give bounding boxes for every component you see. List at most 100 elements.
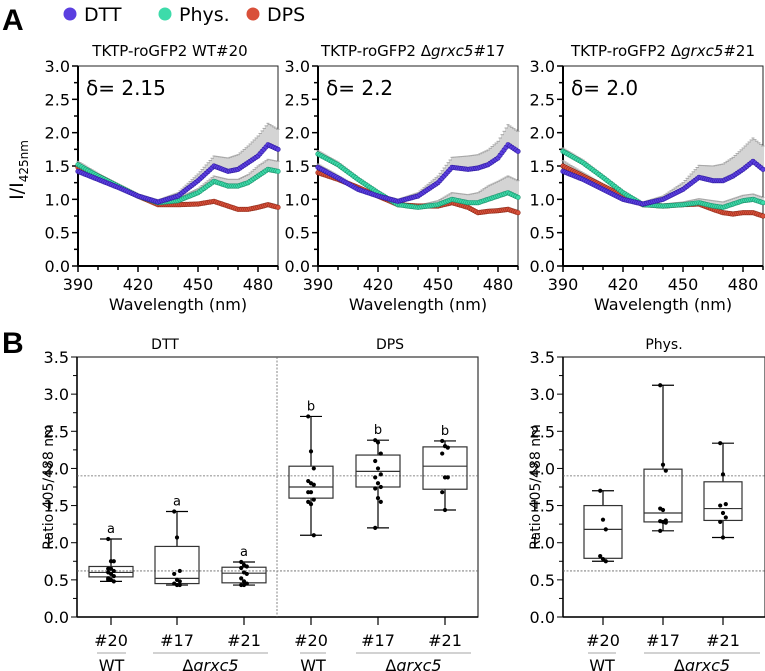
data-point: [373, 458, 378, 464]
data-point: [445, 475, 450, 480]
box-dtt-21: a: [221, 545, 267, 588]
box-dtt-17: a: [154, 495, 200, 588]
data-point: [177, 579, 182, 584]
data-point: [375, 496, 381, 501]
data-point: [515, 210, 521, 216]
group-title: DPS: [376, 337, 404, 353]
chart-title: TKTP-roGFP2 Δgrxc5#17: [320, 42, 505, 60]
y-axis-label: Ratio 405/488 nm: [528, 424, 544, 550]
x-axis-label: Wavelength (nm): [349, 295, 487, 314]
data-point: [311, 533, 316, 538]
data-point: [603, 527, 608, 532]
x-tick-label: #17: [361, 631, 395, 650]
data-point: [177, 582, 182, 588]
data-point: [515, 148, 521, 154]
legend-label-dps: DPS: [267, 4, 305, 26]
y-tick-label: 0.5: [285, 224, 310, 243]
panel-label-b: B: [2, 327, 24, 360]
data-point: [760, 200, 765, 206]
y-tick-label: 3.5: [530, 348, 555, 367]
y-tick-label: 2.0: [45, 124, 70, 143]
y-axis-label: Ratio 405/488 nm: [41, 424, 57, 550]
x-tick-label: 420: [608, 275, 639, 294]
data-point: [308, 501, 314, 507]
data-point: [660, 507, 666, 513]
data-point: [445, 445, 450, 450]
data-point: [311, 482, 316, 487]
legend-marker-dtt: [63, 7, 77, 21]
data-point: [111, 568, 116, 574]
delta-annotation: δ= 2.15: [86, 76, 166, 100]
data-point: [718, 519, 723, 525]
data-point: [598, 553, 603, 559]
x-axis-label: Wavelength (nm): [109, 295, 247, 314]
y-tick-label: 3.0: [530, 57, 555, 76]
data-point: [378, 472, 383, 477]
delta-annotation: δ= 2.2: [326, 76, 393, 100]
series-dps: [75, 164, 281, 212]
mutant-name: grxc5: [685, 656, 730, 671]
x-tick-label: 390: [303, 275, 334, 294]
spectrum-chart-grxc5-17: TKTP-roGFP2 Δgrxc5#17 0.0 0.5 1.0 1.5 2.0 2.5 3…: [285, 42, 521, 314]
title-italic: grxc5: [681, 42, 723, 60]
data-point: [440, 438, 445, 444]
data-point: [603, 559, 608, 564]
data-point: [718, 441, 723, 446]
y-tick-label: 3.0: [530, 385, 555, 404]
x-tick-label: 420: [363, 275, 394, 294]
x-tick-label: #17: [160, 631, 194, 650]
data-point: [241, 582, 247, 588]
y-tick-label: 2.5: [285, 90, 310, 109]
genotype-label-wt: WT: [589, 656, 615, 671]
y-axis-label-text: I/I425nm: [6, 140, 31, 200]
y-tick-label: 1.5: [530, 497, 555, 516]
box-dps-20: b: [288, 399, 334, 538]
y-tick-label: 2.5: [530, 90, 555, 109]
data-point: [306, 499, 311, 504]
data-point: [660, 462, 666, 467]
data-point: [106, 577, 111, 582]
y-tick-label: 1.5: [530, 157, 555, 176]
x-tick-label: 420: [123, 275, 154, 294]
genotype-label-wt: WT: [99, 656, 125, 671]
box-17: [643, 383, 683, 533]
data-point: [378, 484, 383, 490]
y-tick-label: 3.5: [44, 348, 69, 367]
data-point: [239, 576, 244, 581]
box-iqr: [422, 446, 468, 490]
x-tick-label: 390: [548, 275, 579, 294]
legend-marker-dps: [246, 7, 260, 21]
mutant-prefix: Δ: [182, 656, 193, 671]
data-point: [373, 438, 378, 443]
data-point: [111, 579, 116, 584]
x-tick-label: 450: [668, 275, 699, 294]
x-tick-label: 480: [243, 275, 274, 294]
delta-annotation: δ= 2.0: [571, 76, 638, 100]
legend: DTT Phys. DPS: [63, 4, 305, 26]
title-suffix: #17: [473, 42, 505, 60]
boxplot-phys: 0.0 0.5 1.0 1.5 2.0 2.5 3.0 3.5 Ratio 405/488 nm…: [528, 337, 765, 671]
mutant-prefix: Δ: [385, 656, 396, 671]
x-tick-label: #20: [94, 631, 128, 650]
data-point: [275, 146, 281, 152]
data-point: [311, 466, 316, 471]
y-tick-label: 3.0: [285, 57, 310, 76]
data-point: [373, 475, 378, 480]
data-point: [244, 571, 249, 577]
y-tick-label: 0.0: [530, 257, 555, 276]
data-point: [172, 571, 177, 577]
x-tick-label: 480: [483, 275, 514, 294]
y-tick-label: 2.5: [530, 422, 555, 441]
data-point: [373, 486, 378, 491]
data-point: [306, 414, 311, 419]
box-dps-17: b: [355, 423, 401, 530]
x-tick-label: #20: [586, 631, 620, 650]
x-tick-label: #21: [706, 631, 740, 650]
data-point: [440, 490, 445, 495]
data-point: [440, 451, 445, 456]
x-tick-label: 390: [63, 275, 94, 294]
y-tick-label: 1.0: [530, 190, 555, 209]
genotype-label-mutant: Δgrxc5: [674, 656, 730, 671]
data-point: [172, 509, 177, 514]
